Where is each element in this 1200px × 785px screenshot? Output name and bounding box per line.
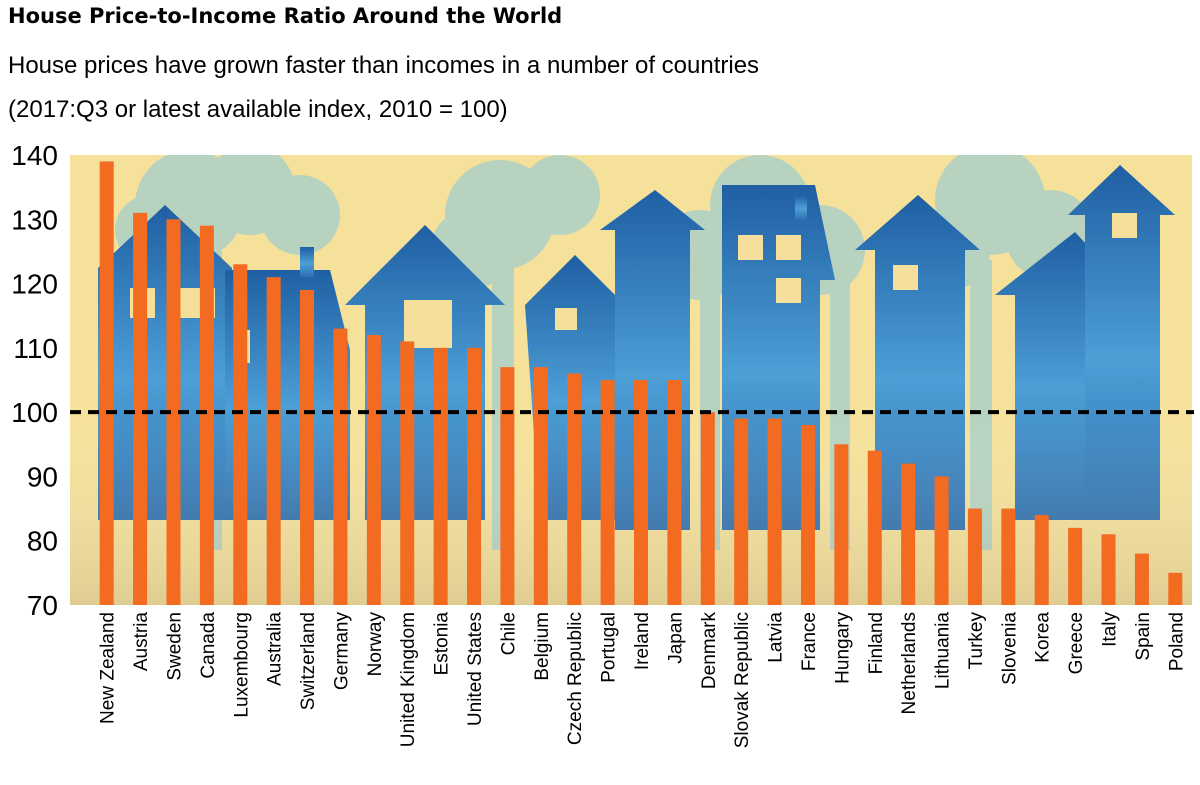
x-tick-label: Hungary — [832, 612, 853, 684]
bar-belgium — [533, 367, 548, 605]
illustration-background — [70, 155, 1192, 605]
x-tick-label: Portugal — [599, 612, 620, 683]
y-axis: 70 80 90 100 110 120 130 140 — [11, 140, 58, 621]
bar-australia — [266, 277, 281, 605]
bar-estonia — [433, 347, 448, 605]
x-tick-label: Spain — [1133, 612, 1154, 661]
x-tick-label: Luxembourg — [231, 612, 252, 718]
bar-lithuania — [934, 476, 949, 605]
x-tick-label: Japan — [665, 612, 686, 664]
bar-united-states — [467, 347, 482, 605]
y-tick-label: 70 — [27, 590, 58, 621]
x-tick-label: Estonia — [432, 612, 453, 676]
x-tick-label: Norway — [365, 612, 386, 677]
x-tick-label: Canada — [198, 612, 219, 679]
bar-slovak-republic — [734, 418, 749, 605]
bar-korea — [1034, 515, 1049, 605]
x-tick-label: Latvia — [766, 612, 787, 663]
x-tick-label: Finland — [866, 612, 887, 674]
bar-luxembourg — [233, 264, 248, 605]
bars — [99, 161, 1183, 606]
bar-france — [800, 425, 815, 605]
bar-chile — [500, 367, 515, 605]
x-tick-label: Switzerland — [298, 612, 319, 710]
y-tick-label: 130 — [11, 204, 58, 235]
x-tick-label: Sweden — [164, 612, 185, 681]
bar-latvia — [767, 418, 782, 605]
house-windows — [130, 213, 1137, 363]
x-tick-label: Chile — [498, 612, 519, 655]
y-tick-label: 100 — [11, 397, 58, 428]
x-tick-label: Austria — [131, 612, 152, 672]
bar-switzerland — [300, 290, 315, 605]
y-tick-label: 80 — [27, 526, 58, 557]
x-tick-label: Korea — [1033, 612, 1054, 663]
bar-sweden — [166, 219, 181, 606]
bar-poland — [1168, 572, 1183, 605]
bar-netherlands — [901, 463, 916, 605]
x-tick-label: Slovak Republic — [732, 612, 753, 748]
bar-slovenia — [1001, 508, 1016, 605]
x-tick-label: Denmark — [699, 612, 720, 690]
y-tick-label: 110 — [13, 333, 58, 364]
x-tick-label: Ireland — [632, 612, 653, 670]
bar-greece — [1068, 527, 1083, 605]
x-tick-label: Poland — [1166, 612, 1187, 671]
bar-portugal — [600, 380, 615, 605]
x-tick-label: United Kingdom — [398, 612, 419, 747]
y-tick-label: 140 — [11, 140, 58, 171]
x-axis: New Zealand Austria Sweden Canada Luxembourg… — [98, 612, 1188, 749]
x-tick-label: Netherlands — [899, 612, 920, 714]
x-tick-label: Czech Republic — [565, 612, 586, 745]
bar-hungary — [834, 444, 849, 605]
bar-turkey — [967, 508, 982, 605]
bar-denmark — [700, 412, 715, 605]
bar-spain — [1134, 553, 1149, 605]
chart-note: (2017:Q3 or latest available index, 2010… — [8, 96, 508, 123]
bar-czech-republic — [567, 373, 582, 605]
x-tick-label: Turkey — [966, 612, 987, 670]
bar-united-kingdom — [400, 341, 415, 605]
x-tick-label: Lithuania — [933, 612, 954, 690]
x-tick-label: Italy — [1100, 612, 1121, 647]
bar-germany — [333, 328, 348, 605]
bar-ireland — [634, 380, 648, 605]
bar-norway — [366, 335, 381, 605]
bar-italy — [1101, 534, 1116, 605]
x-tick-label: Greece — [1066, 612, 1087, 674]
bar-new-zealand — [99, 161, 114, 605]
x-tick-label: Belgium — [532, 612, 553, 681]
x-tick-label: United States — [465, 612, 486, 726]
x-tick-label: France — [799, 612, 820, 671]
x-tick-label: Australia — [265, 612, 286, 686]
bar-japan — [667, 380, 682, 605]
bar-austria — [133, 212, 148, 605]
y-tick-label: 120 — [11, 269, 58, 300]
bar-finland — [867, 450, 882, 605]
x-tick-label: Slovenia — [999, 612, 1020, 685]
chart-subtitle: House prices have grown faster than inco… — [8, 52, 760, 79]
chart-title: House Price-to-Income Ratio Around the W… — [8, 4, 563, 28]
x-tick-label: New Zealand — [98, 612, 119, 724]
y-tick-label: 90 — [27, 461, 58, 492]
bar-canada — [199, 225, 214, 605]
x-tick-label: Germany — [331, 612, 352, 691]
